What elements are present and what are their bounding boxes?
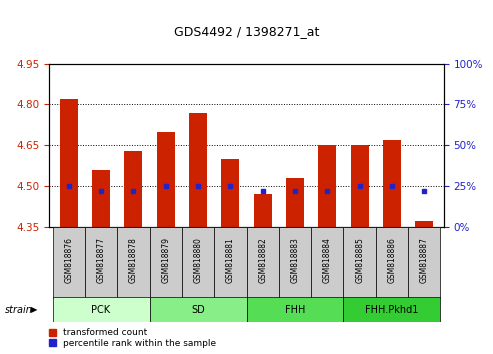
Bar [383, 140, 401, 227]
Bar [221, 159, 239, 227]
Text: GDS4492 / 1398271_at: GDS4492 / 1398271_at [174, 25, 319, 38]
Text: GSM818881: GSM818881 [226, 238, 235, 283]
Bar [60, 99, 77, 227]
Text: FHH: FHH [285, 305, 305, 315]
Text: ▶: ▶ [31, 305, 37, 314]
Bar [117, 227, 149, 299]
Bar [286, 178, 304, 227]
Text: GSM818887: GSM818887 [420, 238, 429, 283]
Text: PCK: PCK [92, 305, 110, 315]
Bar [149, 227, 182, 299]
Bar [189, 113, 207, 227]
Text: GSM818878: GSM818878 [129, 238, 138, 283]
Bar [344, 297, 440, 322]
Text: GSM818876: GSM818876 [64, 238, 73, 284]
Bar [279, 227, 311, 299]
Bar [214, 227, 246, 299]
Bar [416, 221, 433, 227]
Text: GSM818877: GSM818877 [97, 238, 106, 284]
Text: GSM818882: GSM818882 [258, 238, 267, 283]
Legend: transformed count, percentile rank within the sample: transformed count, percentile rank withi… [49, 329, 216, 348]
Text: GSM818880: GSM818880 [194, 238, 203, 283]
Bar [85, 227, 117, 299]
Bar [246, 227, 279, 299]
Bar [351, 145, 369, 227]
Text: GSM818885: GSM818885 [355, 238, 364, 283]
Bar [376, 227, 408, 299]
Bar [182, 227, 214, 299]
Text: strain: strain [5, 305, 33, 315]
Bar [124, 150, 142, 227]
Bar [53, 227, 85, 299]
Bar [246, 297, 344, 322]
Text: GSM818884: GSM818884 [323, 238, 332, 283]
Bar [92, 170, 110, 227]
Text: SD: SD [191, 305, 205, 315]
Text: GSM818879: GSM818879 [161, 238, 170, 284]
Bar [344, 227, 376, 299]
Bar [149, 297, 246, 322]
Bar [311, 227, 344, 299]
Bar [53, 297, 149, 322]
Bar [254, 194, 272, 227]
Bar [408, 227, 440, 299]
Text: GSM818886: GSM818886 [387, 238, 396, 283]
Text: GSM818883: GSM818883 [290, 238, 299, 283]
Bar [157, 132, 175, 227]
Text: FHH.Pkhd1: FHH.Pkhd1 [365, 305, 419, 315]
Bar [318, 145, 336, 227]
